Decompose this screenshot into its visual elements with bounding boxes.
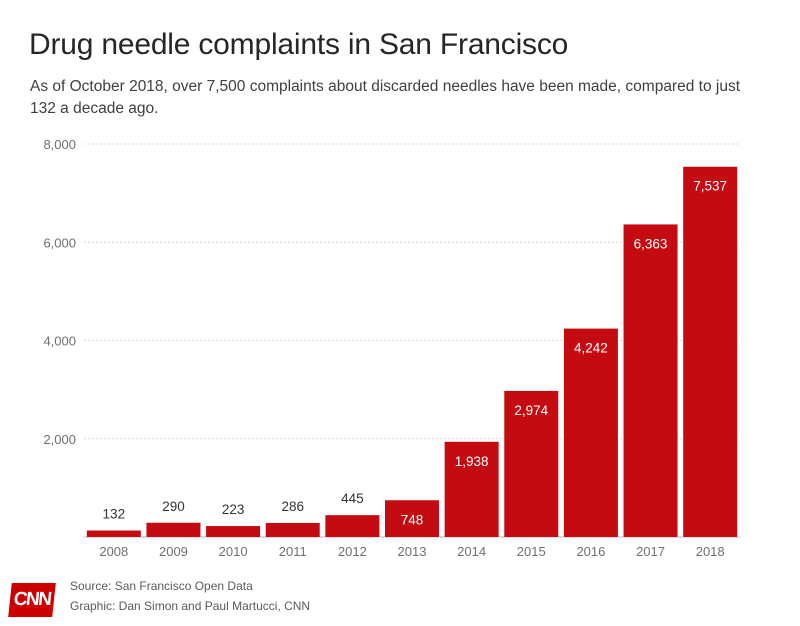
bar-value-label: 290 [162, 499, 185, 514]
y-tick-label: 4,000 [43, 334, 76, 349]
bars [86, 166, 738, 538]
x-tick-label: 2016 [576, 544, 605, 559]
x-tick-label: 2017 [636, 544, 665, 559]
bar-value-label: 4,242 [574, 341, 608, 356]
chart-subtitle: As of October 2018, over 7,500 complaint… [30, 78, 740, 117]
chart-title: Drug needle complaints in San Francisco [29, 28, 569, 61]
bar [444, 441, 499, 537]
bar [563, 328, 618, 537]
bar-value-label: 7,537 [693, 179, 727, 194]
y-tick-label: 2,000 [43, 432, 76, 447]
cnn-logo: CNN [8, 583, 56, 617]
source-text: Source: San Francisco Open Data [70, 579, 253, 593]
bar [683, 166, 738, 537]
bar [146, 522, 201, 537]
bar [385, 500, 439, 537]
bar-value-label: 132 [103, 507, 126, 522]
y-tick-label: 6,000 [43, 235, 76, 250]
x-tick-label: 2011 [279, 544, 307, 559]
x-tick-label: 2009 [159, 544, 188, 559]
bar-value-label: 6,363 [634, 236, 668, 251]
bar [504, 390, 559, 537]
y-axis-tick-labels: 2,000 4,000 6,000 8,000 [43, 137, 76, 447]
bar-value-labels: 132 290 223 286 445 748 1,938 2,974 4,242 6,363 7,… [103, 179, 728, 528]
x-tick-label: 2012 [338, 544, 367, 559]
bar-value-label: 1,938 [455, 454, 489, 469]
bar-value-label: 445 [341, 491, 364, 506]
x-axis-tick-labels: 2008 2009 2010 2011 2012 2013 2014 2015 2016 2017… [99, 544, 724, 559]
bar [86, 530, 141, 537]
x-tick-label: 2010 [219, 544, 248, 559]
bar [623, 224, 678, 538]
x-tick-label: 2015 [517, 544, 546, 559]
bar [325, 515, 380, 537]
bar-value-label: 286 [281, 499, 304, 514]
y-tick-label: 8,000 [43, 137, 76, 152]
bar-value-label: 223 [222, 502, 245, 517]
x-tick-label: 2018 [696, 544, 725, 559]
x-tick-label: 2014 [457, 544, 486, 559]
bar-value-label: 748 [401, 512, 424, 527]
x-tick-label: 2013 [398, 544, 427, 559]
source-credits: Source: San Francisco Open Data Graphic:… [70, 576, 310, 616]
bar-value-label: 2,974 [514, 403, 548, 418]
graphic-credit-text: Graphic: Dan Simon and Paul Martucci, CN… [70, 599, 311, 613]
x-tick-label: 2008 [99, 544, 128, 559]
bar [206, 526, 261, 537]
bar [265, 522, 320, 537]
